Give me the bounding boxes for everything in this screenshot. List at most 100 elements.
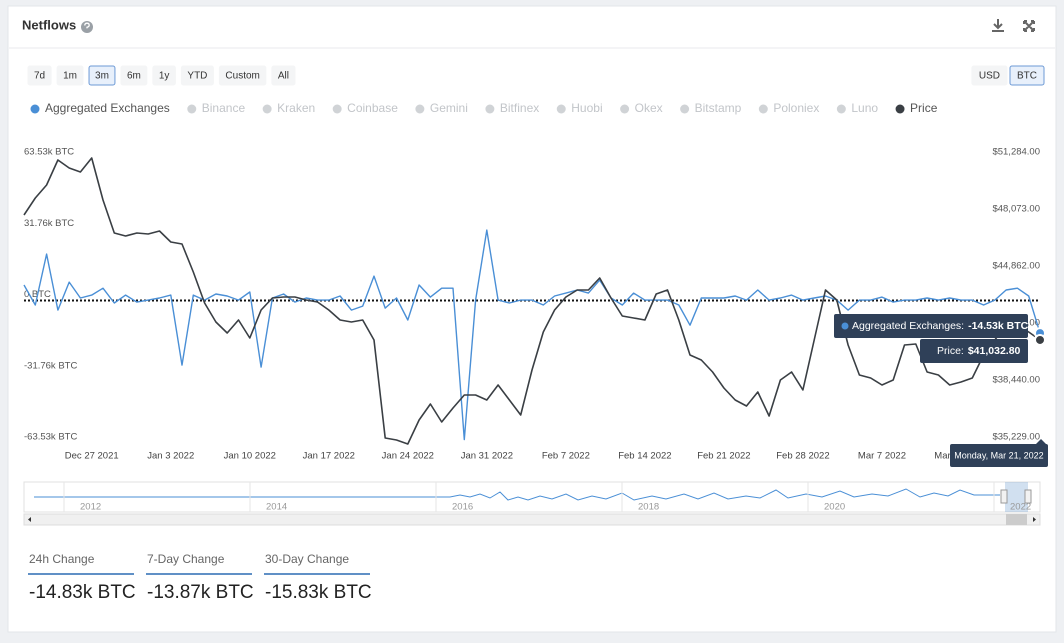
tooltip-label: Price: [937, 345, 964, 357]
stat-value: -14.83k BTC [29, 582, 136, 603]
y-tick-label: 31.76k BTC [24, 218, 74, 229]
hover-marker [1034, 333, 1046, 346]
x-tick-label: Feb 21 2022 [697, 451, 750, 462]
date-label-box [950, 444, 1048, 467]
legend-marker[interactable] [620, 104, 630, 114]
tooltip: Aggregated Exchanges: -14.53k BTC Price: $4… [834, 314, 1048, 467]
legend-label[interactable]: Luno [851, 101, 878, 115]
navigator-handle[interactable] [1000, 489, 1008, 504]
range-button-label[interactable]: 1y [159, 71, 170, 82]
legend-marker[interactable] [836, 104, 846, 114]
series-line [23, 157, 1041, 445]
y2-tick-label: $44,862.00 [992, 261, 1040, 272]
range-button-label[interactable]: 6m [127, 71, 141, 82]
y-tick-label: 63.53k BTC [24, 147, 74, 158]
navigator-year: 2022 [1010, 502, 1031, 513]
stat-value: -15.83k BTC [265, 582, 372, 603]
range-button[interactable] [271, 65, 296, 86]
range-button-label[interactable]: 3m [95, 71, 109, 82]
legend: Aggregated Exchanges Binance Kraken Coinbas… [30, 101, 938, 115]
download-icon[interactable] [992, 19, 1004, 32]
x-tick-label: Jan 10 2022 [224, 451, 276, 462]
legend-marker[interactable] [680, 104, 690, 114]
y-tick-label: -31.76k BTC [24, 360, 77, 371]
panel-title: Netflows [22, 17, 76, 32]
scroll-right-arrow[interactable] [1033, 517, 1036, 522]
range-button[interactable] [27, 65, 52, 86]
help-glyph [84, 22, 90, 29]
expand-icon[interactable] [1023, 20, 1035, 32]
scrollbar-thumb[interactable] [1006, 514, 1027, 525]
currency-button-label[interactable]: USD [979, 71, 1000, 82]
legend-marker[interactable] [332, 104, 342, 114]
legend-label[interactable]: Coinbase [347, 101, 398, 115]
range-button[interactable] [218, 65, 267, 86]
legend-label[interactable]: Price [910, 101, 938, 115]
range-button-label[interactable]: Custom [225, 71, 259, 82]
legend-label[interactable]: Bitstamp [695, 101, 742, 115]
legend-label[interactable]: Bitfinex [500, 101, 539, 115]
x-tick-label: Jan 31 2022 [461, 451, 513, 462]
currency-button-label[interactable]: BTC [1017, 71, 1037, 82]
stats: 24h Change -14.83k BTC 7-Day Change -13.87k… [28, 552, 372, 603]
legend-marker[interactable] [187, 104, 197, 114]
legend-marker[interactable] [758, 104, 768, 114]
legend-marker[interactable] [30, 104, 40, 114]
series-line [23, 229, 1041, 441]
range-buttons: 7d 1m 3m 6m 1y YTD Custom All BTC USD [27, 65, 1045, 86]
legend-marker[interactable] [895, 104, 905, 114]
tooltip-value: $41,032.80 [968, 345, 1021, 357]
navigator-handle[interactable] [1024, 489, 1032, 504]
tooltip-box [834, 314, 1028, 338]
x-tick-label: Dec 27 2021 [65, 451, 119, 462]
y2-tick-label: $35,229.00 [992, 432, 1040, 443]
x-tick-label: Feb 28 2022 [776, 451, 829, 462]
stat-label: 30-Day Change [265, 552, 349, 566]
navigator-year: 2018 [638, 502, 659, 513]
x-tick-label: Jan 24 2022 [382, 451, 434, 462]
legend-label[interactable]: Aggregated Exchanges [45, 101, 170, 115]
y2-tick-label: $38,440.00 [992, 375, 1040, 386]
y-tick-label: -63.53k BTC [24, 432, 77, 443]
range-button-label[interactable]: YTD [187, 71, 207, 82]
x-tick-label: Feb 14 2022 [618, 451, 671, 462]
range-button[interactable] [56, 65, 84, 86]
tooltip-box [920, 339, 1028, 363]
navigator: 2012 2014 2016 2018 2020 2022 [23, 481, 1041, 526]
scrollbar-track[interactable] [23, 513, 1041, 526]
navigator-year: 2016 [452, 502, 473, 513]
legend-label[interactable]: Binance [202, 101, 246, 115]
legend-marker[interactable] [415, 104, 425, 114]
tooltip-label: Aggregated Exchanges: [852, 320, 964, 332]
legend-label[interactable]: Huobi [571, 101, 602, 115]
navigator-year: 2012 [80, 502, 101, 513]
range-button[interactable] [120, 65, 148, 86]
legend-label[interactable]: Kraken [277, 101, 315, 115]
range-button-label[interactable]: All [278, 71, 289, 82]
tooltip-value: -14.53k BTC [968, 320, 1029, 332]
navigator-line [34, 488, 1000, 501]
range-button-label[interactable]: 1m [63, 71, 77, 82]
legend-marker[interactable] [262, 104, 272, 114]
range-button[interactable] [152, 65, 176, 86]
legend-label[interactable]: Poloniex [773, 101, 819, 115]
currency-button[interactable] [971, 65, 1008, 86]
navigator-year: 2014 [266, 502, 287, 513]
legend-marker[interactable] [485, 104, 495, 114]
legend-label[interactable]: Gemini [430, 101, 468, 115]
currency-button[interactable] [1009, 65, 1045, 86]
download-glyph [992, 19, 1004, 32]
stat-value: -13.87k BTC [147, 582, 254, 603]
range-button[interactable] [180, 65, 214, 86]
tooltip-marker [841, 322, 849, 330]
x-tick-label: Jan 17 2022 [303, 451, 355, 462]
scroll-left-arrow[interactable] [28, 517, 31, 522]
navigator-selection[interactable] [1005, 482, 1028, 512]
y2-tick-label: $48,073.00 [992, 204, 1040, 215]
legend-label[interactable]: Okex [635, 101, 663, 115]
x-tick-label: Mar 7 2022 [858, 451, 906, 462]
range-button-label[interactable]: 7d [34, 71, 45, 82]
legend-marker[interactable] [556, 104, 566, 114]
range-button[interactable] [88, 65, 116, 86]
